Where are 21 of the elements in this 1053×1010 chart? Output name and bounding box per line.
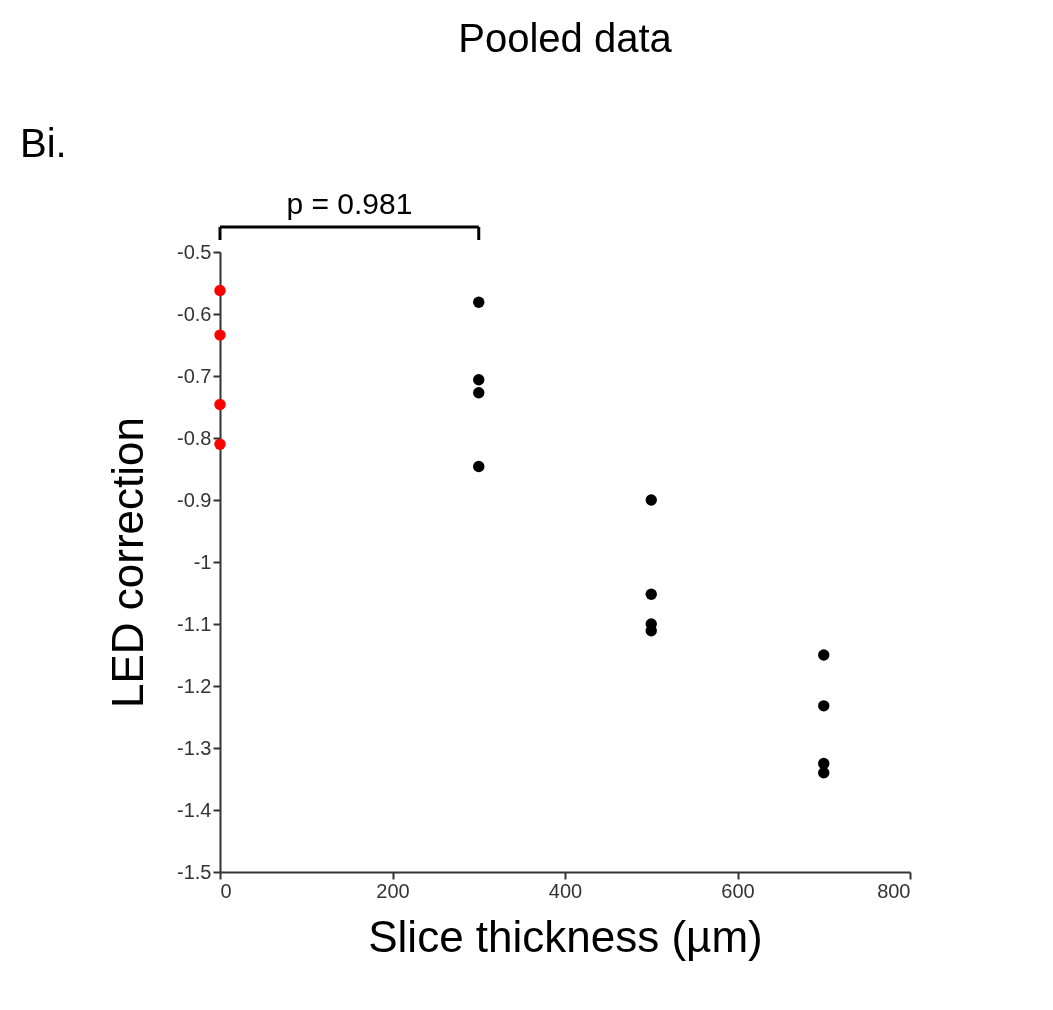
- x-tick-label: 800: [877, 879, 911, 902]
- y-tick-label: -1.2: [177, 674, 212, 697]
- y-tick-label: -0.8: [177, 426, 212, 449]
- x-tick-label: 400: [548, 879, 583, 902]
- x-tick-label: 200: [376, 879, 410, 902]
- text: Bi.: [20, 121, 67, 165]
- y-axis-title: LED correction: [103, 416, 153, 709]
- y-tick-label: -0.9: [177, 488, 212, 511]
- x-tick-label: 0: [220, 879, 232, 902]
- y-tick-label: -0.5: [177, 240, 212, 263]
- y-tick-label: -1.3: [177, 736, 212, 759]
- chart-title: Pooled data: [458, 16, 673, 60]
- x-tick-label: 600: [721, 879, 755, 902]
- y-tick-label: -1.4: [177, 798, 212, 821]
- y-tick-label: -0.6: [177, 302, 212, 325]
- y-tick-label: -0.7: [177, 364, 212, 387]
- y-tick-label: -1.5: [177, 860, 212, 883]
- x-axis-title: Slice thickness (µm): [368, 911, 763, 961]
- y-tick-label: -1: [193, 550, 212, 573]
- text: p = 0.981: [286, 187, 413, 220]
- y-tick-label: -1.1: [177, 612, 212, 635]
